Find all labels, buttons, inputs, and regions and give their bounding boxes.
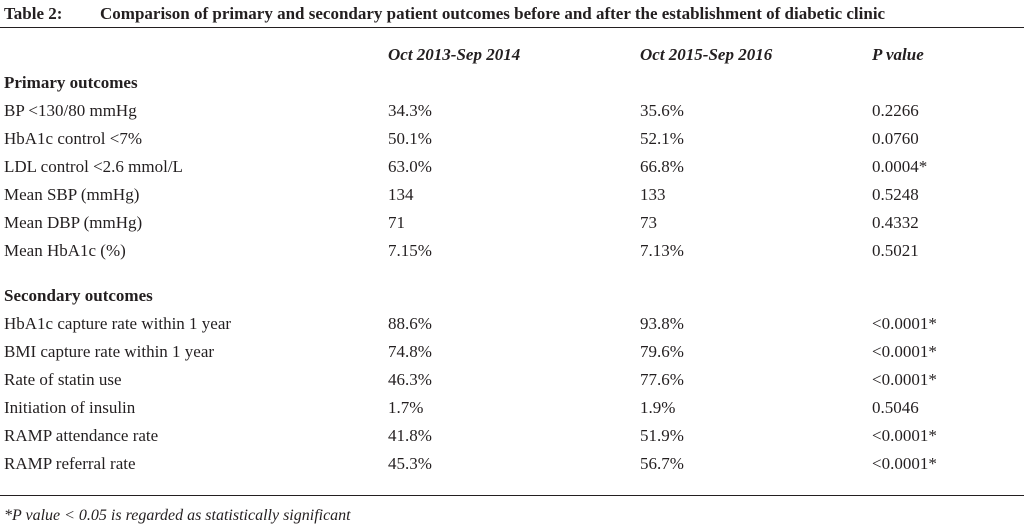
row-p-value: 0.2266: [872, 101, 919, 120]
row-label: RAMP attendance rate: [4, 426, 159, 445]
row-after: 79.6%: [640, 342, 684, 361]
table-footnote: *P value < 0.05 is regarded as statistic…: [4, 507, 351, 524]
table-label: Table 2:: [4, 4, 63, 23]
row-label: Mean HbA1c (%): [4, 241, 126, 260]
row-after: 52.1%: [640, 129, 684, 148]
row-before: 88.6%: [388, 314, 432, 333]
row-before: 41.8%: [388, 426, 432, 445]
column-header-after: Oct 2015-Sep 2016: [640, 45, 773, 64]
row-label: Initiation of insulin: [4, 398, 136, 417]
row-label: BMI capture rate within 1 year: [4, 342, 215, 361]
table-caption: Table 2: Comparison of primary and second…: [4, 4, 885, 24]
row-p-value: 0.0760: [872, 129, 919, 148]
row-p-value: 0.5046: [872, 398, 919, 417]
row-before: 71: [388, 213, 405, 232]
row-after: 77.6%: [640, 370, 684, 389]
row-p-value: <0.0001*: [872, 314, 937, 333]
row-p-value: <0.0001*: [872, 426, 937, 445]
row-p-value: 0.5248: [872, 185, 919, 204]
row-after: 66.8%: [640, 157, 684, 176]
row-p-value: <0.0001*: [872, 454, 937, 473]
row-p-value: 0.0004*: [872, 157, 928, 176]
row-before: 7.15%: [388, 241, 432, 260]
row-p-value: 0.5021: [872, 241, 919, 260]
row-before: 45.3%: [388, 454, 432, 473]
column-header-p-value: P value: [872, 45, 924, 64]
row-label: HbA1c control <7%: [4, 129, 143, 148]
row-before: 1.7%: [388, 398, 424, 417]
row-label: LDL control <2.6 mmol/L: [4, 157, 183, 176]
row-after: 73: [640, 213, 657, 232]
row-before: 50.1%: [388, 129, 432, 148]
bottom-rule: [0, 495, 1024, 496]
row-after: 7.13%: [640, 241, 684, 260]
row-label: HbA1c capture rate within 1 year: [4, 314, 232, 333]
row-after: 35.6%: [640, 101, 684, 120]
row-p-value: 0.4332: [872, 213, 919, 232]
row-after: 93.8%: [640, 314, 684, 333]
row-label: Mean DBP (mmHg): [4, 213, 143, 232]
row-after: 1.9%: [640, 398, 676, 417]
row-after: 56.7%: [640, 454, 684, 473]
row-before: 63.0%: [388, 157, 432, 176]
section-title-primary: Primary outcomes: [4, 73, 138, 92]
row-before: 74.8%: [388, 342, 432, 361]
row-p-value: <0.0001*: [872, 342, 937, 361]
row-after: 133: [640, 185, 666, 204]
row-label: Mean SBP (mmHg): [4, 185, 140, 204]
row-label: BP <130/80 mmHg: [4, 101, 137, 120]
section-title-secondary: Secondary outcomes: [4, 286, 153, 305]
row-before: 134: [388, 185, 414, 204]
table-title: Comparison of primary and secondary pati…: [100, 4, 886, 23]
row-p-value: <0.0001*: [872, 370, 937, 389]
row-before: 46.3%: [388, 370, 432, 389]
row-label: RAMP referral rate: [4, 454, 136, 473]
row-before: 34.3%: [388, 101, 432, 120]
top-rule: [0, 27, 1024, 28]
row-label: Rate of statin use: [4, 370, 122, 389]
row-after: 51.9%: [640, 426, 684, 445]
column-header-before: Oct 2013-Sep 2014: [388, 45, 521, 64]
